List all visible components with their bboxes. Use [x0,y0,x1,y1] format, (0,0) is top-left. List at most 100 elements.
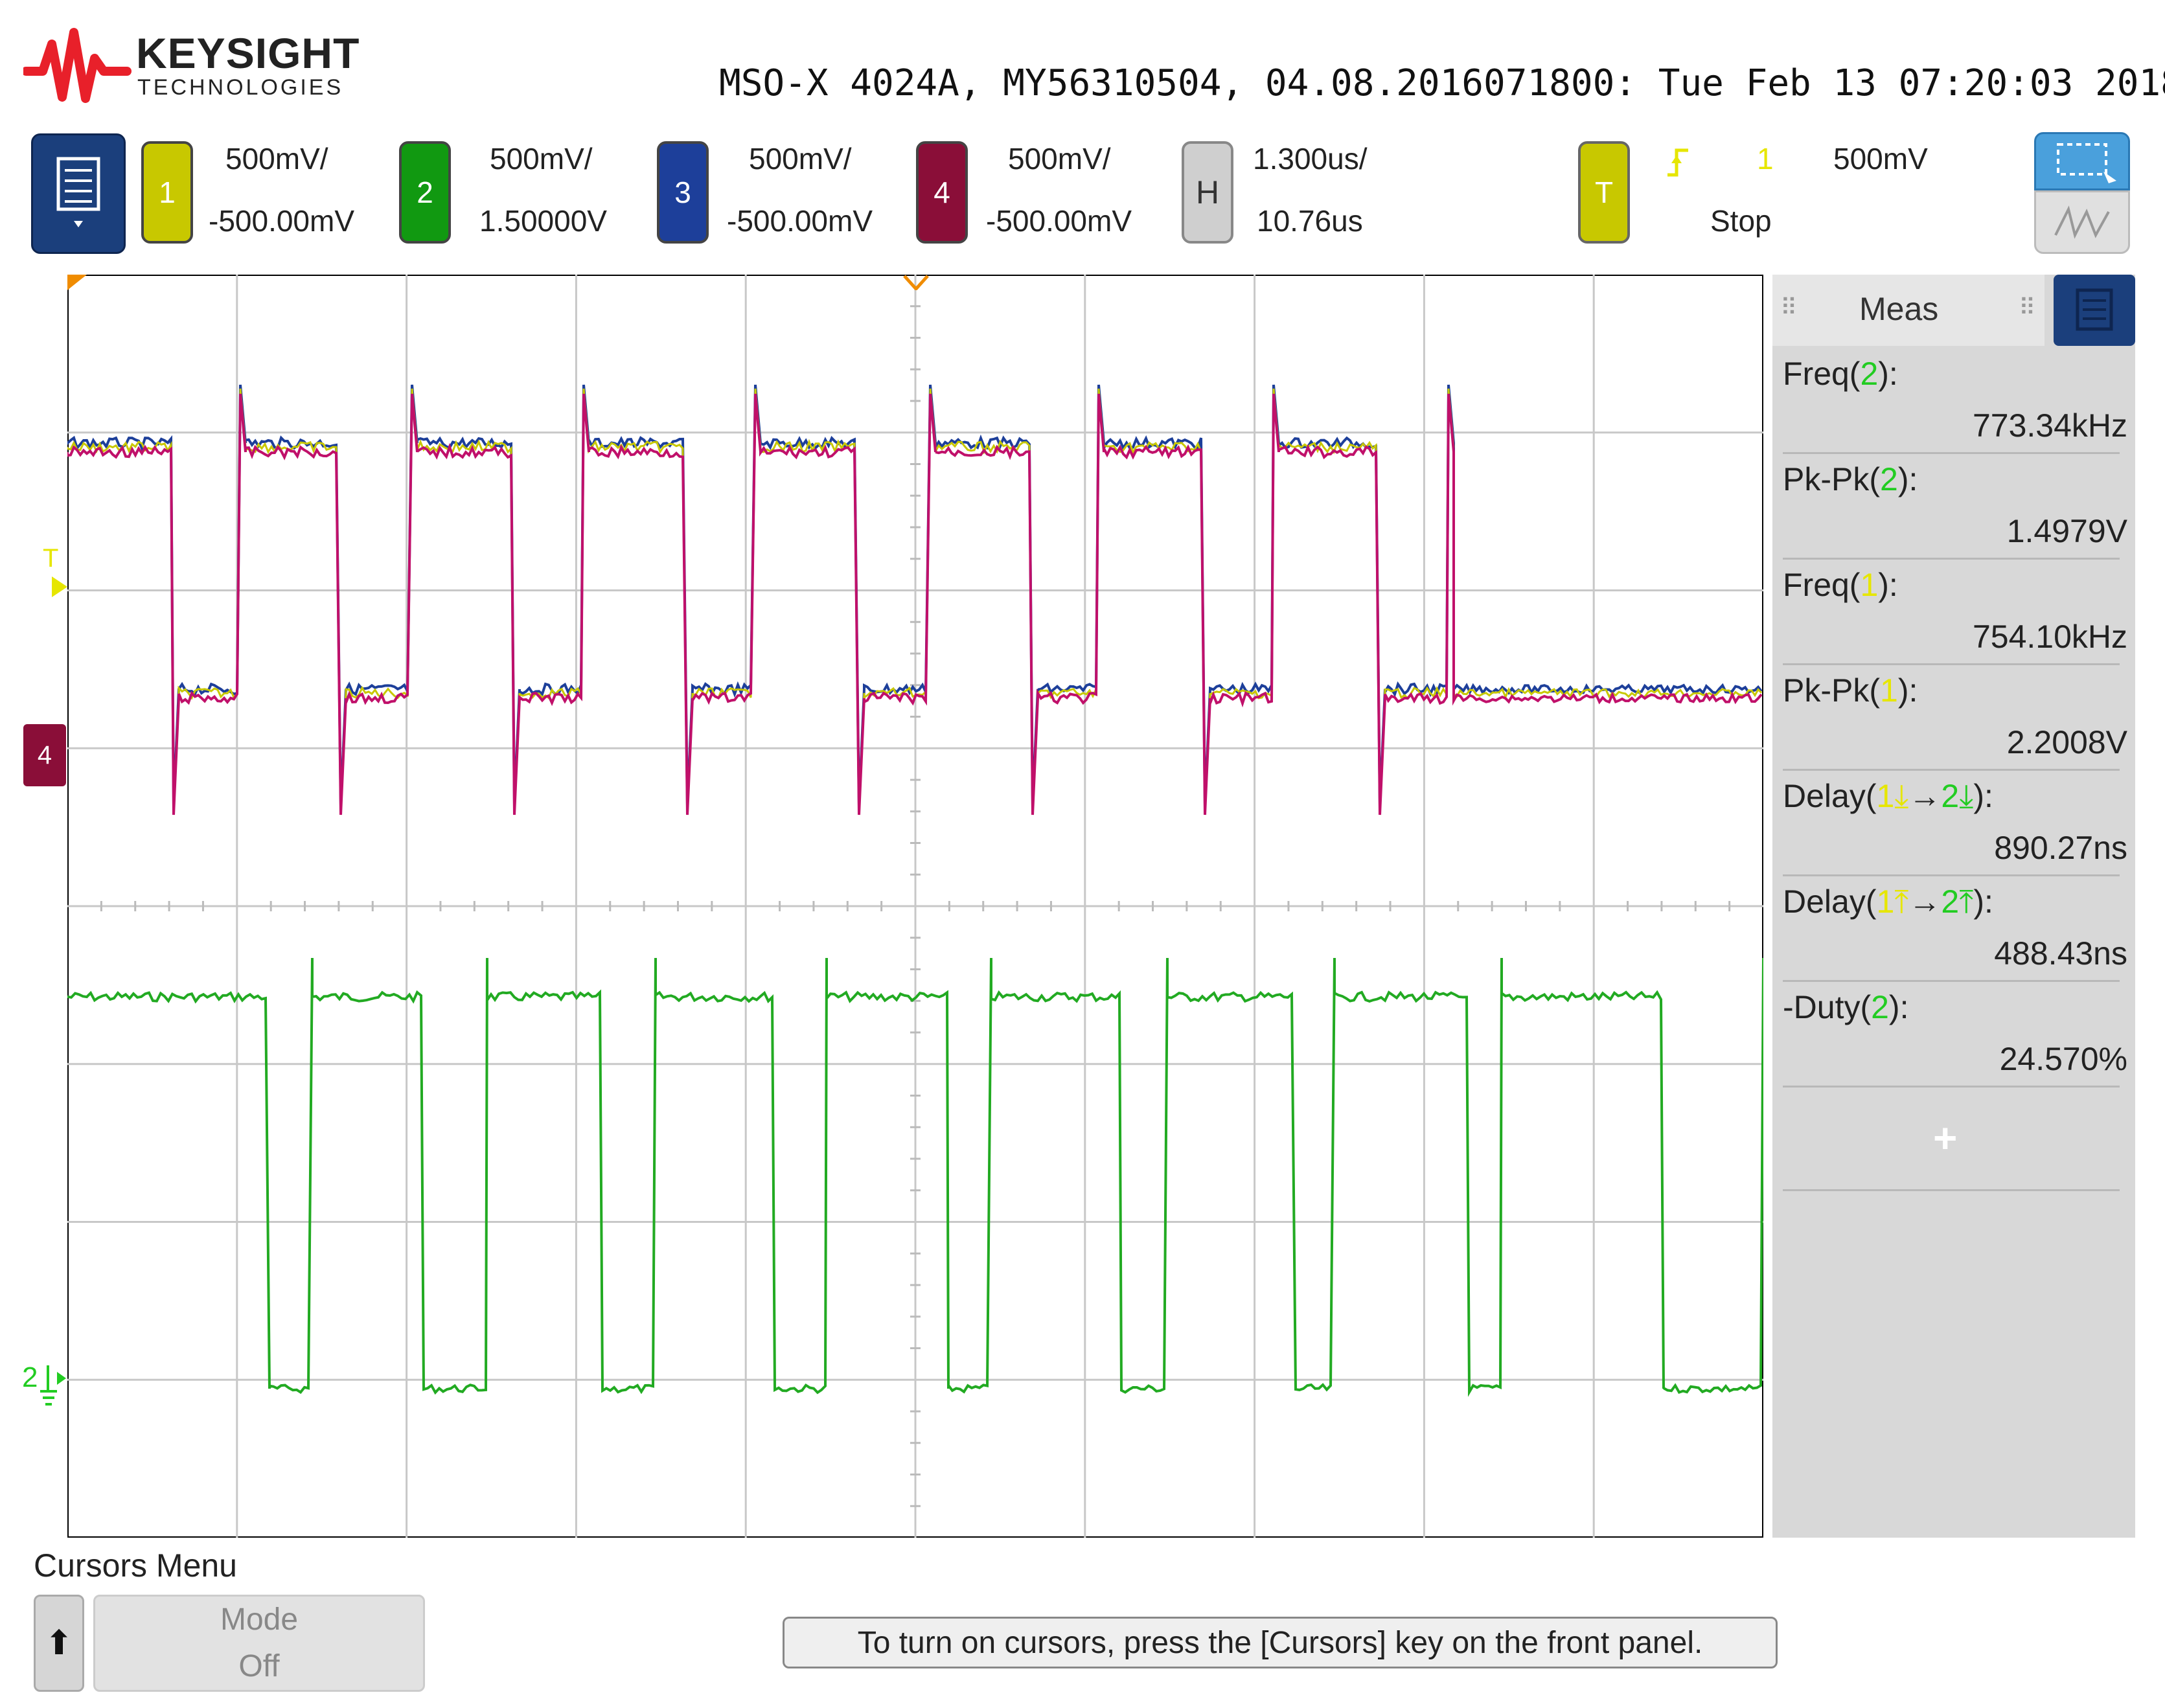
ground-symbol-icon [40,1365,66,1406]
trigger-label: T [1594,176,1614,209]
meas-label-part: Freq( [1783,567,1861,603]
drag-grip-icon-right[interactable]: ⠿ [2019,294,2036,321]
meas-label-part: 2 [1871,989,1889,1025]
meas-label-part: Delay( [1783,778,1877,814]
measurements-panel [1772,275,2135,1538]
main-menu-button[interactable] [31,133,126,254]
trigger-state: Stop [1710,204,1772,238]
horizontal-label: H [1195,174,1220,211]
menu-list-icon [56,157,100,227]
trigger-rising-edge-icon [1667,148,1688,177]
meas-label-part: Freq( [1783,356,1861,392]
brand-sub: TECHNOLOGIES [137,75,344,100]
meas-title: Meas [1859,291,1939,327]
mode-value: Off [238,1649,280,1683]
time-reference-left-icon [67,275,87,290]
meas-item-label: Freq(2): [1783,355,1898,393]
cursor-mode-button[interactable]: Mode Off [93,1595,425,1692]
zoom-box-icon [2057,143,2116,183]
trigger-source: 1 [1757,142,1774,176]
trigger-button[interactable]: T [1578,141,1630,244]
channel-4-number: 4 [934,176,950,209]
meas-item-value: 488.43ns [1994,935,2127,972]
meas-separator [1783,663,2120,665]
meas-item-value: 754.10kHz [1972,619,2127,655]
channel-3-scale: 500mV/ [749,142,852,176]
graticule [67,275,1763,1538]
device-info: MSO-X 4024A, MY56310504, 04.08.201607180… [719,62,2165,104]
meas-label-part: ): [1973,778,1993,814]
keysight-logo [23,28,132,103]
meas-item-value: 24.570% [1999,1041,2127,1077]
meas-list-icon [2076,288,2113,331]
meas-separator [1783,874,2120,876]
meas-label-part: 2 [1860,356,1879,392]
rising-edge-icon: ⤒ [1894,883,1909,920]
zoom-select-button[interactable] [2034,132,2130,190]
meas-item-value: 1.4979V [2006,513,2127,549]
meas-item-label: Pk-Pk(2): [1783,461,1918,498]
meas-label-part: → [1908,778,1942,814]
meas-separator [1783,769,2120,771]
meas-item-label: Freq(1): [1783,566,1898,604]
channel-3-button[interactable]: 3 [657,141,709,244]
channel-4-trace [67,393,1763,815]
meas-label-part: 1 [1880,672,1898,709]
meas-separator [1783,1189,2120,1191]
meas-label-part: -Duty( [1783,989,1872,1025]
meas-item-value: 2.2008V [2006,724,2127,760]
meas-label-part: 2 [1941,778,1960,814]
channel-4-scale: 500mV/ [1008,142,1111,176]
meas-label-part: ): [1897,672,1918,709]
channel-4-ground-marker[interactable]: 4 [23,724,66,786]
channel-2-offset: 1.50000V [479,204,607,238]
meas-settings-button[interactable] [2054,275,2135,346]
brand-name: KEYSIGHT [136,29,360,77]
meas-label-part: ): [1878,567,1898,603]
meas-label-part: 2 [1941,883,1960,920]
meas-label-part: ): [1878,356,1898,392]
horizontal-button[interactable]: H [1182,141,1233,244]
trigger-level: 500mV [1833,142,1928,176]
falling-edge-icon: ⤓ [1894,778,1909,814]
channel-2-scale: 500mV/ [490,142,593,176]
falling-edge-icon: ⤓ [1959,778,1974,814]
channel-3-offset: -500.00mV [727,204,873,238]
waveform-display [67,275,1763,1538]
meas-tab[interactable] [1772,275,2045,346]
meas-separator [1783,558,2120,560]
channel-1-number: 1 [159,176,176,209]
meas-item-value: 773.34kHz [1972,407,2127,444]
back-up-button[interactable]: ⬆ [34,1595,84,1692]
meas-label-part: → [1908,883,1942,920]
meas-label-part: 1 [1876,778,1895,814]
channel-1-offset: -500.00mV [209,204,355,238]
cursor-hint-message: To turn on cursors, press the [Cursors] … [783,1617,1778,1668]
channel-4-button[interactable]: 4 [916,141,968,244]
meas-label-part: Pk-Pk( [1783,461,1880,497]
meas-separator [1783,452,2120,454]
channel-2-button[interactable]: 2 [399,141,451,244]
add-measurement-button[interactable]: + [1933,1115,1958,1161]
horizontal-scale: 1.300us/ [1253,142,1368,176]
meas-item-value: 890.27ns [1994,830,2127,866]
meas-label-part: ): [1897,461,1918,497]
channel-4-offset: -500.00mV [986,204,1132,238]
meas-item-label: Delay(1⤒→2⤒): [1783,883,1993,921]
meas-label-part: 1 [1876,883,1895,920]
trigger-level-marker: T [43,544,59,573]
channel-2-trace [67,957,1763,1397]
channel-2-ground-marker[interactable]: 2 [22,1361,38,1393]
channel-3-number: 3 [674,176,691,209]
meas-label-part: 2 [1880,461,1898,497]
mode-label: Mode [220,1602,299,1637]
meas-label-part: ): [1973,883,1993,920]
trigger-time-marker-icon [903,275,929,290]
cursors-menu-title: Cursors Menu [34,1547,237,1584]
drag-grip-icon[interactable]: ⠿ [1780,294,1798,321]
measure-edge-button[interactable] [2034,190,2130,254]
meas-label-part: 1 [1860,567,1879,603]
channel-1-button[interactable]: 1 [141,141,193,244]
measure-delta-icon [2054,205,2110,239]
meas-label-part: ): [1888,989,1909,1025]
